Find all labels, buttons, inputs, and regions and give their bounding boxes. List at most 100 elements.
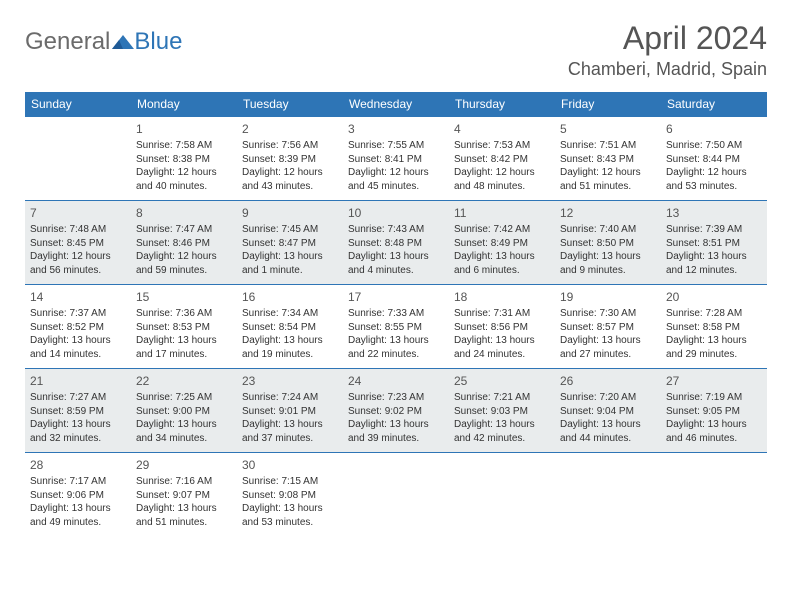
calendar-cell: 19Sunrise: 7:30 AMSunset: 8:57 PMDayligh… bbox=[555, 285, 661, 369]
sunset-text: Sunset: 8:39 PM bbox=[242, 153, 338, 167]
calendar-cell: 10Sunrise: 7:43 AMSunset: 8:48 PMDayligh… bbox=[343, 201, 449, 285]
calendar-cell bbox=[343, 453, 449, 537]
sunrise-text: Sunrise: 7:58 AM bbox=[136, 139, 232, 153]
title-block: April 2024 Chamberi, Madrid, Spain bbox=[568, 20, 767, 80]
location: Chamberi, Madrid, Spain bbox=[568, 59, 767, 80]
weekday-header-row: Sunday Monday Tuesday Wednesday Thursday… bbox=[25, 92, 767, 117]
logo-triangle-icon bbox=[112, 28, 134, 56]
weekday-header: Wednesday bbox=[343, 92, 449, 117]
sunset-text: Sunset: 8:46 PM bbox=[136, 237, 232, 251]
sunrise-text: Sunrise: 7:56 AM bbox=[242, 139, 338, 153]
calendar-cell: 3Sunrise: 7:55 AMSunset: 8:41 PMDaylight… bbox=[343, 117, 449, 201]
sunset-text: Sunset: 8:47 PM bbox=[242, 237, 338, 251]
calendar-cell: 15Sunrise: 7:36 AMSunset: 8:53 PMDayligh… bbox=[131, 285, 237, 369]
day-number: 30 bbox=[242, 457, 338, 473]
daylight-text: Daylight: 12 hours and 56 minutes. bbox=[30, 250, 126, 277]
sunset-text: Sunset: 8:58 PM bbox=[666, 321, 762, 335]
daylight-text: Daylight: 13 hours and 49 minutes. bbox=[30, 502, 126, 529]
sunset-text: Sunset: 8:48 PM bbox=[348, 237, 444, 251]
day-number: 1 bbox=[136, 121, 232, 137]
sunrise-text: Sunrise: 7:30 AM bbox=[560, 307, 656, 321]
day-number: 7 bbox=[30, 205, 126, 221]
calendar-cell: 23 Sunrise: 7:24 AMSunset: 9:01 PMDayligh… bbox=[237, 369, 343, 453]
day-number: 29 bbox=[136, 457, 232, 473]
calendar-cell: 6 Sunrise: 7:50 AMSunset: 8:44 PMDaylight… bbox=[661, 117, 767, 201]
day-number: 8 bbox=[136, 205, 232, 221]
calendar-cell bbox=[661, 453, 767, 537]
daylight-text: Daylight: 13 hours and 19 minutes. bbox=[242, 334, 338, 361]
daylight-text: Daylight: 13 hours and 37 minutes. bbox=[242, 418, 338, 445]
daylight-text: Daylight: 13 hours and 39 minutes. bbox=[348, 418, 444, 445]
daylight-text: Daylight: 13 hours and 9 minutes. bbox=[560, 250, 656, 277]
calendar-cell bbox=[449, 453, 555, 537]
sunset-text: Sunset: 8:38 PM bbox=[136, 153, 232, 167]
calendar-cell: 28Sunrise: 7:17 AMSunset: 9:06 PMDayligh… bbox=[25, 453, 131, 537]
sunrise-text: Sunrise: 7:21 AM bbox=[454, 391, 550, 405]
calendar-cell: 17Sunrise: 7:33 AMSunset: 8:55 PMDayligh… bbox=[343, 285, 449, 369]
calendar-cell bbox=[25, 117, 131, 201]
calendar-cell: 30Sunrise: 7:15 AMSunset: 9:08 PMDayligh… bbox=[237, 453, 343, 537]
sunset-text: Sunset: 9:06 PM bbox=[30, 489, 126, 503]
daylight-text: Daylight: 13 hours and 1 minute. bbox=[242, 250, 338, 277]
sunrise-text: Sunrise: 7:34 AM bbox=[242, 307, 338, 321]
day-number: 23 bbox=[242, 373, 338, 389]
daylight-text: Daylight: 12 hours and 51 minutes. bbox=[560, 166, 656, 193]
day-number: 18 bbox=[454, 289, 550, 305]
day-number: 10 bbox=[348, 205, 444, 221]
sunset-text: Sunset: 9:01 PM bbox=[242, 405, 338, 419]
day-number: 11 bbox=[454, 205, 550, 221]
daylight-text: Daylight: 13 hours and 29 minutes. bbox=[666, 334, 762, 361]
sunset-text: Sunset: 8:56 PM bbox=[454, 321, 550, 335]
sunrise-text: Sunrise: 7:16 AM bbox=[136, 475, 232, 489]
logo-text-2: Blue bbox=[134, 28, 182, 56]
sunset-text: Sunset: 8:49 PM bbox=[454, 237, 550, 251]
daylight-text: Daylight: 12 hours and 53 minutes. bbox=[666, 166, 762, 193]
calendar-cell: 21Sunrise: 7:27 AMSunset: 8:59 PMDayligh… bbox=[25, 369, 131, 453]
day-number: 4 bbox=[454, 121, 550, 137]
daylight-text: Daylight: 12 hours and 45 minutes. bbox=[348, 166, 444, 193]
sunrise-text: Sunrise: 7:27 AM bbox=[30, 391, 126, 405]
daylight-text: Daylight: 13 hours and 4 minutes. bbox=[348, 250, 444, 277]
sunset-text: Sunset: 8:51 PM bbox=[666, 237, 762, 251]
daylight-text: Daylight: 13 hours and 6 minutes. bbox=[454, 250, 550, 277]
day-number: 17 bbox=[348, 289, 444, 305]
daylight-text: Daylight: 13 hours and 27 minutes. bbox=[560, 334, 656, 361]
sunset-text: Sunset: 8:43 PM bbox=[560, 153, 656, 167]
sunrise-text: Sunrise: 7:23 AM bbox=[348, 391, 444, 405]
calendar-cell: 1Sunrise: 7:58 AMSunset: 8:38 PMDaylight… bbox=[131, 117, 237, 201]
weekday-header: Sunday bbox=[25, 92, 131, 117]
sunrise-text: Sunrise: 7:51 AM bbox=[560, 139, 656, 153]
sunrise-text: Sunrise: 7:37 AM bbox=[30, 307, 126, 321]
daylight-text: Daylight: 13 hours and 42 minutes. bbox=[454, 418, 550, 445]
calendar-cell: 12Sunrise: 7:40 AMSunset: 8:50 PMDayligh… bbox=[555, 201, 661, 285]
sunrise-text: Sunrise: 7:50 AM bbox=[666, 139, 762, 153]
calendar-cell: 4Sunrise: 7:53 AMSunset: 8:42 PMDaylight… bbox=[449, 117, 555, 201]
calendar-week-row: 21Sunrise: 7:27 AMSunset: 8:59 PMDayligh… bbox=[25, 369, 767, 453]
day-number: 19 bbox=[560, 289, 656, 305]
sunset-text: Sunset: 8:50 PM bbox=[560, 237, 656, 251]
day-number: 6 bbox=[666, 121, 762, 137]
sunrise-text: Sunrise: 7:47 AM bbox=[136, 223, 232, 237]
calendar-cell: 11 Sunrise: 7:42 AMSunset: 8:49 PMDayligh… bbox=[449, 201, 555, 285]
sunrise-text: Sunrise: 7:24 AM bbox=[242, 391, 338, 405]
daylight-text: Daylight: 12 hours and 43 minutes. bbox=[242, 166, 338, 193]
calendar-cell bbox=[555, 453, 661, 537]
day-number: 3 bbox=[348, 121, 444, 137]
sunrise-text: Sunrise: 7:19 AM bbox=[666, 391, 762, 405]
day-number: 14 bbox=[30, 289, 126, 305]
daylight-text: Daylight: 13 hours and 32 minutes. bbox=[30, 418, 126, 445]
daylight-text: Daylight: 13 hours and 53 minutes. bbox=[242, 502, 338, 529]
sunset-text: Sunset: 8:45 PM bbox=[30, 237, 126, 251]
sunset-text: Sunset: 8:54 PM bbox=[242, 321, 338, 335]
calendar-cell: 27Sunrise: 7:19 AMSunset: 9:05 PMDayligh… bbox=[661, 369, 767, 453]
calendar-cell: 14Sunrise: 7:37 AMSunset: 8:52 PMDayligh… bbox=[25, 285, 131, 369]
day-number: 26 bbox=[560, 373, 656, 389]
sunrise-text: Sunrise: 7:33 AM bbox=[348, 307, 444, 321]
sunrise-text: Sunrise: 7:15 AM bbox=[242, 475, 338, 489]
sunrise-text: Sunrise: 7:42 AM bbox=[454, 223, 550, 237]
sunset-text: Sunset: 9:07 PM bbox=[136, 489, 232, 503]
sunrise-text: Sunrise: 7:53 AM bbox=[454, 139, 550, 153]
calendar-week-row: 1 Sunrise: 7:58 AMSunset: 8:38 PM Daylight… bbox=[25, 117, 767, 201]
sunset-text: Sunset: 8:44 PM bbox=[666, 153, 762, 167]
sunset-text: Sunset: 8:41 PM bbox=[348, 153, 444, 167]
